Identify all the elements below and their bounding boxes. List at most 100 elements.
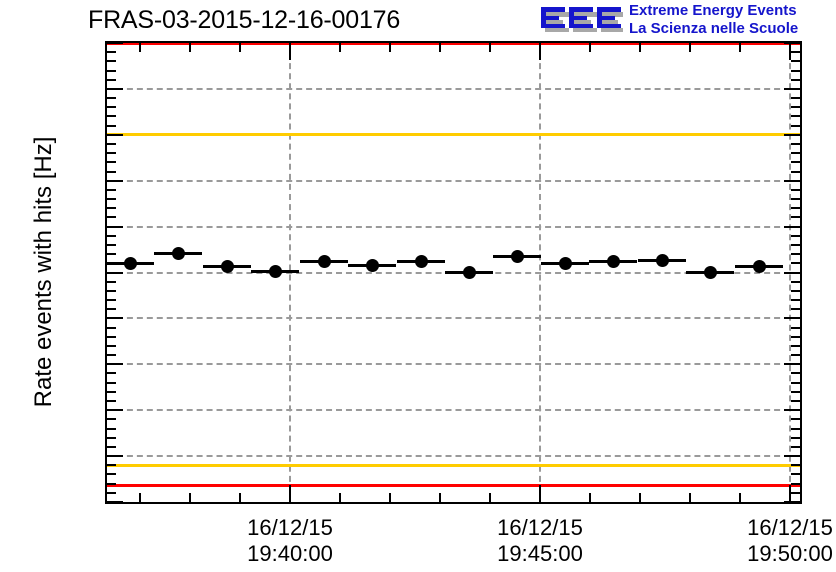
y-tick-major: [107, 42, 123, 44]
y-tick-minor: [107, 280, 116, 283]
plot-frame: 0102030405060708090100 16/12/1519:40:001…: [105, 41, 833, 566]
y-tick-minor: [107, 97, 116, 100]
page-title: FRAS-03-2015-12-16-00176: [88, 6, 401, 34]
y-tick-right-minor: [791, 344, 800, 347]
y-tick-minor: [107, 207, 116, 210]
data-point: [704, 266, 716, 278]
x-tick-minor: [189, 493, 191, 502]
y-tick-right-minor: [791, 390, 800, 393]
y-tick-right-major: [784, 363, 800, 366]
y-tick-right-major: [784, 42, 800, 44]
x-tick-label-2: 16/12/15 19:50:00: [705, 515, 836, 567]
y-tick-minor: [107, 289, 116, 292]
y-tick-right-minor: [791, 115, 800, 118]
x-tick-label-time: 19:50:00: [747, 541, 833, 566]
y-tick-major: [107, 87, 123, 90]
y-tick-right-minor: [791, 142, 800, 145]
gridline-horizontal: [107, 363, 800, 366]
y-tick-right-major: [784, 409, 800, 412]
y-tick-right-major: [784, 317, 800, 320]
y-tick-minor: [107, 106, 116, 109]
x-tick-minor-top: [739, 43, 741, 52]
x-tick-major-top: [789, 43, 791, 60]
y-tick-right-minor: [791, 216, 800, 219]
plot-area: [107, 43, 800, 502]
x-tick-major: [539, 485, 541, 502]
x-tick-minor: [439, 493, 441, 502]
y-tick-right-minor: [791, 335, 800, 338]
x-tick-label-date: 16/12/15: [497, 515, 583, 540]
data-point: [753, 260, 765, 272]
y-tick-major: [107, 179, 123, 182]
y-tick-right-major: [784, 179, 800, 182]
y-tick-major: [107, 409, 123, 412]
y-tick-right-minor: [791, 60, 800, 63]
x-tick-major-top: [539, 43, 541, 60]
y-tick-minor: [107, 60, 116, 63]
x-tick-major-top: [289, 43, 291, 60]
y-tick-right-minor: [791, 491, 800, 494]
y-tick-right-major: [784, 87, 800, 90]
y-tick-minor: [107, 390, 116, 393]
threshold-line-upper-alarm: [107, 43, 800, 45]
data-point: [656, 254, 668, 266]
y-tick-right-minor: [791, 326, 800, 329]
y-tick-minor: [107, 335, 116, 338]
y-tick-minor: [107, 161, 116, 164]
y-tick-right-minor: [791, 69, 800, 72]
data-point: [511, 251, 523, 263]
y-axis-title: Rate events with hits [Hz]: [30, 136, 57, 408]
eee-logo-line1: Extreme Energy Events: [629, 2, 797, 19]
y-tick-right-major: [784, 271, 800, 274]
y-tick-right-minor: [791, 418, 800, 421]
data-point: [124, 258, 136, 270]
x-tick-minor: [689, 493, 691, 502]
y-tick-major: [107, 225, 123, 228]
y-tick-minor: [107, 124, 116, 127]
y-tick-minor: [107, 51, 116, 54]
y-tick-minor: [107, 152, 116, 155]
y-tick-major: [107, 317, 123, 320]
y-tick-right-minor: [791, 188, 800, 191]
y-tick-right-minor: [791, 262, 800, 265]
y-tick-right-minor: [791, 464, 800, 467]
x-tick-minor-top: [339, 43, 341, 52]
gridline-vertical-1: [539, 43, 541, 502]
y-tick-minor: [107, 491, 116, 494]
gridline-horizontal: [107, 225, 800, 228]
y-tick-minor: [107, 354, 116, 357]
x-tick-label-0: 16/12/15 19:40:00: [205, 515, 375, 567]
y-tick-right-minor: [791, 207, 800, 210]
data-point: [172, 247, 184, 259]
x-tick-minor-top: [439, 43, 441, 52]
eee-logo-text: Extreme Energy Events La Scienza nelle S…: [629, 2, 834, 38]
y-tick-minor: [107, 115, 116, 118]
y-tick-right-minor: [791, 234, 800, 237]
y-tick-right-minor: [791, 299, 800, 302]
y-tick-minor: [107, 299, 116, 302]
x-tick-label-date: 16/12/15: [747, 515, 833, 540]
y-tick-major: [107, 501, 123, 503]
y-tick-minor: [107, 262, 116, 265]
y-tick-right-minor: [791, 445, 800, 448]
y-tick-right-minor: [791, 427, 800, 430]
y-tick-minor: [107, 308, 116, 311]
eee-logo-line2: La Scienza nelle Scuole: [629, 20, 799, 37]
data-point: [269, 265, 281, 277]
y-tick-right-minor: [791, 473, 800, 476]
y-tick-right-minor: [791, 51, 800, 54]
y-tick-right-minor: [791, 381, 800, 384]
x-tick-minor: [339, 493, 341, 502]
y-tick-right-minor: [791, 354, 800, 357]
y-tick-right-minor: [791, 161, 800, 164]
y-tick-minor: [107, 188, 116, 191]
x-tick-minor: [389, 493, 391, 502]
y-tick-right-minor: [791, 482, 800, 485]
y-tick-right-minor: [791, 78, 800, 81]
y-tick-right-minor: [791, 253, 800, 256]
threshold-line-upper-warning: [107, 133, 800, 137]
y-tick-right-minor: [791, 400, 800, 403]
y-tick-minor: [107, 326, 116, 329]
x-tick-minor: [739, 493, 741, 502]
x-tick-minor: [489, 493, 491, 502]
